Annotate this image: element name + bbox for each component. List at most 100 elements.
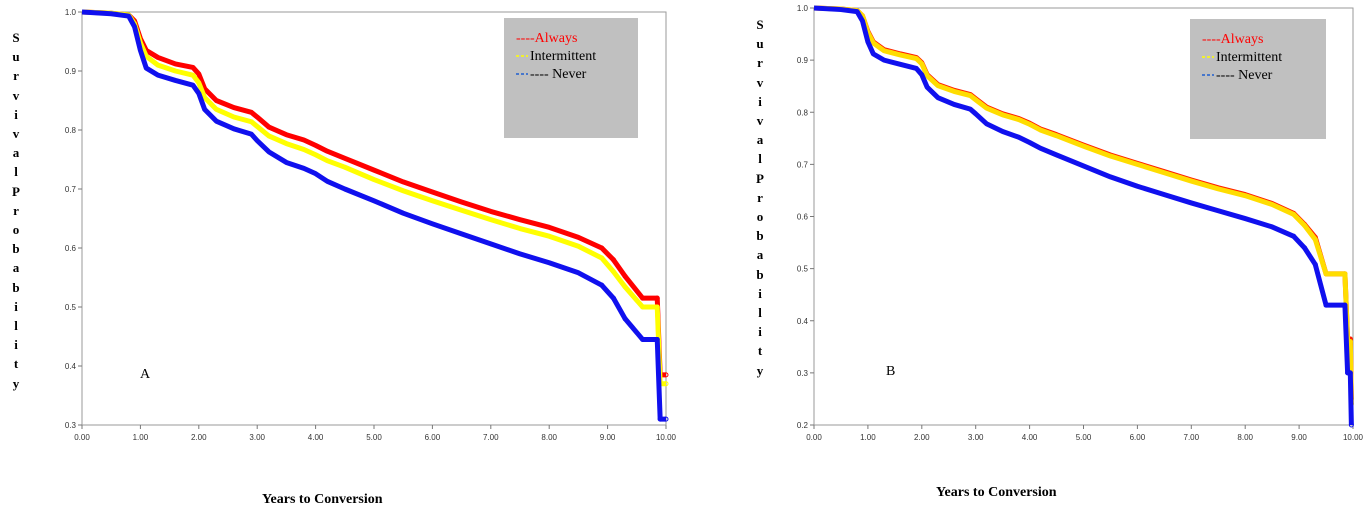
legend-label: Intermittent (530, 49, 596, 64)
censor-mark (1291, 233, 1297, 239)
series-line-thin (813, 7, 1352, 426)
y-tick-label: 0.5 (797, 265, 809, 274)
censor-mark (610, 257, 616, 263)
censor-mark (599, 255, 605, 261)
y-tick-label: 1.0 (65, 8, 77, 17)
censor-mark (1301, 245, 1307, 251)
x-tick-label: 2.00 (191, 433, 207, 442)
y-axis-label-char: l (758, 151, 762, 167)
y-tick-label: 0.7 (797, 160, 809, 169)
y-axis-label-char: a (12, 260, 20, 276)
x-tick-label: 6.00 (1130, 433, 1146, 442)
y-axis-label-char: P (756, 170, 764, 186)
y-axis-label-char: l (758, 305, 762, 321)
y-axis-label-char: i (758, 93, 762, 109)
x-tick-label: 9.00 (1291, 433, 1307, 442)
y-tick-label: 0.4 (797, 317, 809, 326)
y-axis-label-char: t (757, 343, 763, 359)
x-tick-label: 1.00 (860, 433, 876, 442)
censor-mark (1291, 211, 1297, 217)
y-tick-label: 0.6 (797, 213, 809, 222)
y-axis-label-char: a (756, 247, 764, 263)
y-tick-label: 0.5 (65, 303, 77, 312)
legend-label: ---- Never (1216, 68, 1273, 83)
panel-letter: B (886, 364, 895, 379)
x-axis-label: Years to Conversion (936, 485, 1057, 500)
x-tick-label: 10.00 (656, 433, 677, 442)
y-tick-label: 0.8 (797, 108, 809, 117)
censor-mark (1323, 271, 1329, 277)
legend-label: ----Always (516, 31, 577, 46)
x-tick-label: 7.00 (1184, 433, 1200, 442)
y-axis-label-char: P (12, 183, 20, 199)
series-line-thin (81, 11, 666, 385)
censor-mark (1342, 271, 1348, 277)
y-axis-label-char: l (14, 164, 18, 180)
x-tick-label: 0.00 (74, 433, 90, 442)
legend: ----Always Intermittent ---- Never (504, 18, 638, 138)
y-axis-label-char: l (14, 318, 18, 334)
y-axis-label-char: b (12, 279, 20, 295)
censor-mark (1347, 370, 1353, 376)
y-axis-label-char: a (756, 132, 764, 148)
y-axis-label-char: b (756, 228, 764, 244)
y-axis-label-char: v (756, 74, 764, 90)
x-tick-label: 6.00 (425, 433, 441, 442)
censor-mark (663, 372, 669, 378)
x-tick-label: 0.00 (806, 433, 822, 442)
y-axis-label-char: o (756, 209, 764, 225)
legend-box (1190, 19, 1326, 139)
x-tick-label: 8.00 (1237, 433, 1253, 442)
y-tick-label: 0.4 (65, 362, 77, 371)
x-tick-label: 3.00 (249, 433, 265, 442)
y-axis-label-char: u (756, 36, 764, 52)
y-tick-label: 0.6 (65, 244, 77, 253)
legend-label: ---- Never (530, 67, 587, 82)
y-tick-label: 0.3 (65, 421, 77, 430)
censor-mark (663, 416, 669, 422)
censor-mark (654, 295, 660, 301)
y-tick-label: 0.2 (797, 421, 809, 430)
y-axis-label-char: i (758, 285, 762, 301)
x-tick-label: 2.00 (914, 433, 930, 442)
y-axis-label-char: v (12, 126, 20, 142)
x-tick-label: 8.00 (541, 433, 557, 442)
x-tick-label: 5.00 (1076, 433, 1092, 442)
x-tick-label: 5.00 (366, 433, 382, 442)
x-tick-label: 9.00 (600, 433, 616, 442)
x-tick-label: 7.00 (483, 433, 499, 442)
censor-mark (1312, 236, 1318, 242)
y-tick-label: 0.7 (65, 185, 77, 194)
series-2 (813, 5, 1354, 428)
y-axis-label-char: r (13, 68, 19, 84)
y-axis-label-char: t (13, 356, 19, 372)
censor-mark (1323, 302, 1329, 308)
series-0 (81, 9, 669, 378)
legend-box (504, 18, 638, 138)
censor-mark (1342, 302, 1348, 308)
y-axis-label-char: i (758, 324, 762, 340)
y-tick-label: 0.3 (797, 369, 809, 378)
chart-b-plot: 0.2 0.3 0.4 0.5 0.6 0.7 0.8 0.9 1.0 0.00 1.00 2.00 3… (797, 4, 1364, 442)
censor-mark (1301, 222, 1307, 228)
y-axis-label-char: S (756, 17, 764, 32)
x-tick-label: 3.00 (968, 433, 984, 442)
censor-mark (640, 304, 646, 310)
y-tick-label: 0.9 (797, 56, 809, 65)
censor-mark (640, 295, 646, 301)
y-axis-label-char: i (14, 337, 18, 353)
censor-mark (654, 304, 660, 310)
series-line-thin (81, 11, 666, 420)
censor-mark (640, 336, 646, 342)
censor-mark (622, 316, 628, 322)
y-axis-label-char: b (12, 241, 20, 257)
censor-mark (599, 282, 605, 288)
y-tick-label: 0.8 (65, 126, 77, 135)
y-tick-label: 0.9 (65, 67, 77, 76)
censor-mark (622, 284, 628, 290)
x-tick-label: 1.00 (133, 433, 149, 442)
y-axis-label-char: i (14, 298, 18, 314)
legend-label: Intermittent (1216, 50, 1282, 65)
